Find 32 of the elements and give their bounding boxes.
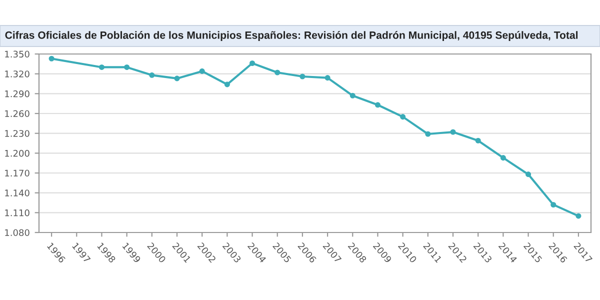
point (425, 131, 431, 137)
point (550, 202, 556, 208)
y-tick-label: 1.230 (5, 130, 30, 137)
point (500, 155, 506, 161)
point (324, 75, 330, 81)
point (199, 68, 205, 74)
point (374, 102, 381, 108)
point (224, 82, 230, 88)
y-tick-label: 1.170 (5, 170, 30, 177)
y-tick-label: 1.110 (5, 209, 30, 216)
y-tick-label: 1.320 (5, 70, 30, 78)
y-tick-label: 1.260 (5, 110, 30, 118)
point (149, 72, 155, 78)
point (48, 56, 54, 62)
y-tick-label: 1.290 (5, 90, 30, 98)
point (174, 76, 180, 82)
point (525, 172, 532, 178)
y-tick-label: 1.080 (5, 229, 30, 236)
point (400, 114, 406, 120)
point (300, 74, 306, 80)
point (350, 92, 356, 98)
point (98, 64, 105, 70)
point (274, 70, 280, 76)
y-tick-label: 1.140 (5, 190, 30, 196)
y-tick-label: 1.350 (5, 50, 30, 58)
point (475, 138, 481, 144)
chart-title: Cifras Oficiales de Población de los Municipios Españoles: Revisión del Padrón Municipal, 40195 Sepúlveda, Total (5, 31, 578, 41)
point (124, 64, 130, 70)
point (450, 129, 456, 135)
point (249, 60, 256, 66)
point (576, 213, 582, 219)
y-tick-label: 1.200 (5, 150, 30, 157)
